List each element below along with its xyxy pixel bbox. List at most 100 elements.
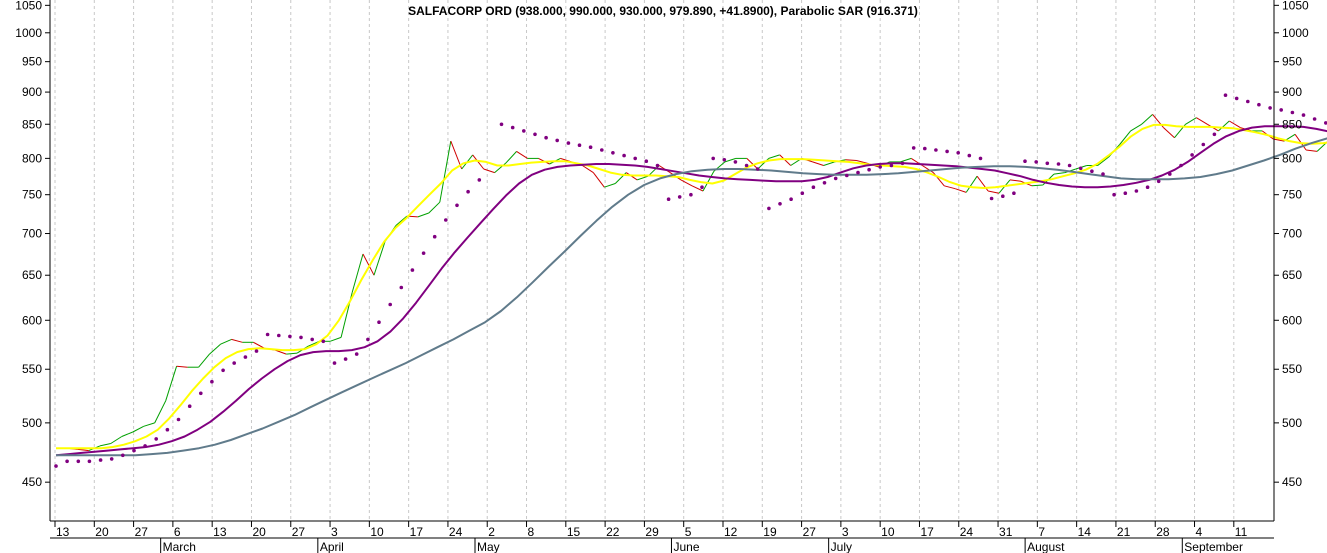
y-tick-label: 800 bbox=[1282, 151, 1302, 165]
y-tick-label: 1000 bbox=[15, 26, 42, 40]
y-tick-label: 650 bbox=[22, 268, 42, 282]
price-line-segment bbox=[1306, 149, 1318, 152]
x-tick-label: 17 bbox=[920, 525, 934, 539]
price-line-segment bbox=[680, 179, 693, 187]
price-line-segment bbox=[592, 172, 605, 188]
price-line-segment bbox=[1031, 184, 1043, 187]
parabolic-sar-dot bbox=[911, 146, 916, 150]
month-label: July bbox=[831, 540, 852, 553]
parabolic-sar-dot bbox=[432, 234, 437, 239]
parabolic-sar-dot bbox=[856, 170, 860, 175]
month-label: August bbox=[1027, 540, 1065, 553]
parabolic-sar-dot bbox=[1156, 179, 1161, 184]
parabolic-sar-dot bbox=[132, 448, 136, 453]
price-line-segment bbox=[417, 212, 429, 218]
x-tick-label: 20 bbox=[252, 525, 266, 539]
parabolic-sar-dot bbox=[934, 148, 938, 152]
x-tick-label: 3 bbox=[331, 525, 338, 539]
parabolic-sar-dot bbox=[878, 165, 882, 169]
parabolic-sar-dot bbox=[65, 459, 69, 464]
price-line-segment bbox=[450, 140, 463, 170]
parabolic-sar-dot bbox=[1056, 162, 1061, 166]
price-line-segment bbox=[1053, 172, 1065, 175]
price-line-segment bbox=[351, 253, 364, 293]
price-line-segment bbox=[637, 175, 649, 181]
parabolic-sar-dot bbox=[845, 173, 849, 178]
parabolic-sar-dot bbox=[655, 163, 660, 168]
parabolic-sar-dot bbox=[54, 464, 58, 468]
x-tick-label: 13 bbox=[56, 525, 70, 539]
y-tick-label: 1050 bbox=[15, 0, 42, 12]
parabolic-sar-dot bbox=[187, 404, 192, 409]
parabolic-sar-dot bbox=[1145, 185, 1150, 189]
y-tick-label: 800 bbox=[22, 151, 42, 165]
price-line-segment bbox=[275, 349, 287, 355]
x-tick-label: 13 bbox=[213, 525, 227, 539]
price-line-segment bbox=[395, 215, 408, 226]
moving-average-mid-line bbox=[55, 125, 1327, 457]
parabolic-sar-dot bbox=[889, 163, 894, 168]
parabolic-sar-dot bbox=[87, 459, 92, 464]
parabolic-sar-dot bbox=[833, 176, 838, 181]
parabolic-sar-dot bbox=[299, 335, 303, 340]
x-tick-label: 7 bbox=[1038, 525, 1045, 539]
y-tick-label: 850 bbox=[1282, 117, 1302, 131]
parabolic-sar-dot bbox=[811, 185, 816, 189]
x-tick-label: 27 bbox=[135, 525, 149, 539]
price-line-segment bbox=[1218, 120, 1230, 132]
parabolic-sar-dot bbox=[1257, 102, 1261, 107]
price-line-segment bbox=[143, 422, 155, 427]
x-tick-label: 22 bbox=[606, 525, 620, 539]
parabolic-sar-dot bbox=[232, 361, 236, 365]
parabolic-sar-dot bbox=[622, 153, 626, 158]
price-line-segment bbox=[856, 160, 868, 164]
parabolic-sar-dot bbox=[76, 459, 81, 464]
parabolic-sar-dot bbox=[566, 141, 571, 145]
y-tick-label: 1050 bbox=[1282, 0, 1309, 12]
parabolic-sar-dot bbox=[332, 361, 337, 365]
parabolic-sar-dot bbox=[277, 333, 281, 338]
price-line-segment bbox=[99, 443, 111, 447]
parabolic-sar-dot bbox=[611, 151, 615, 155]
y-tick-label: 950 bbox=[22, 55, 42, 69]
y-tick-label: 450 bbox=[22, 475, 42, 489]
parabolic-sar-dot bbox=[600, 148, 604, 152]
x-tick-label: 10 bbox=[881, 525, 895, 539]
y-tick-label: 1000 bbox=[1282, 26, 1309, 40]
x-tick-label: 15 bbox=[567, 525, 581, 539]
parabolic-sar-dot bbox=[700, 185, 704, 189]
price-line-segment bbox=[702, 170, 715, 192]
parabolic-sar-dot bbox=[1201, 142, 1206, 147]
parabolic-sar-dot bbox=[98, 458, 103, 462]
x-tick-label: 27 bbox=[292, 525, 306, 539]
price-line-segment bbox=[1130, 123, 1142, 132]
x-tick-label: 20 bbox=[95, 525, 109, 539]
price-line-segment bbox=[428, 201, 441, 214]
y-tick-label: 850 bbox=[22, 117, 42, 131]
parabolic-sar-dot bbox=[510, 125, 515, 130]
price-line-segment bbox=[439, 141, 452, 203]
month-label: March bbox=[163, 540, 196, 553]
parabolic-sar-dot bbox=[588, 145, 593, 149]
parabolic-sar-dot bbox=[354, 352, 359, 356]
parabolic-sar-dot bbox=[210, 379, 214, 384]
y-tick-label: 500 bbox=[1282, 416, 1302, 430]
price-line-segment bbox=[132, 425, 144, 433]
x-tick-label: 4 bbox=[1196, 525, 1203, 539]
month-label: April bbox=[320, 540, 344, 553]
parabolic-sar-dot bbox=[265, 332, 270, 337]
parabolic-sar-dot bbox=[410, 268, 415, 272]
price-line-segment bbox=[362, 253, 375, 276]
parabolic-sar-dot bbox=[165, 427, 170, 432]
parabolic-sar-dot bbox=[722, 158, 727, 162]
parabolic-sar-dot bbox=[1246, 99, 1250, 104]
parabolic-sar-dot bbox=[221, 368, 225, 373]
parabolic-sar-dot bbox=[1212, 132, 1217, 137]
parabolic-sar-dot bbox=[666, 197, 671, 201]
parabolic-sar-dot bbox=[677, 195, 682, 199]
price-line-segment bbox=[900, 157, 912, 163]
parabolic-sar-dot bbox=[1234, 96, 1239, 101]
price-line-segment bbox=[1009, 179, 1022, 182]
parabolic-sar-dot bbox=[822, 181, 827, 185]
x-tick-label: 21 bbox=[1117, 525, 1131, 539]
